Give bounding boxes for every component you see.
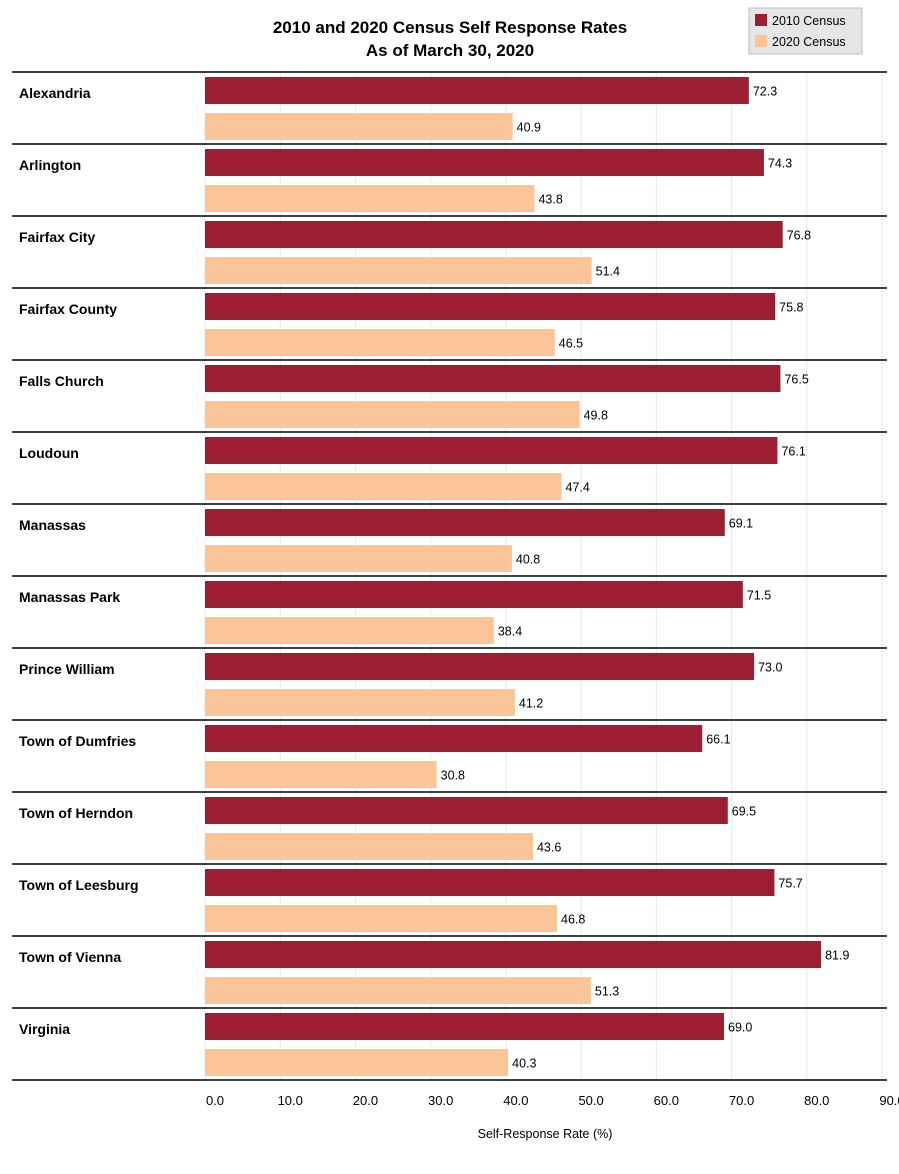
bar-2020-census-alexandria: [205, 113, 513, 140]
value-label-2020-census-virginia: 40.3: [512, 1057, 536, 1071]
category-label-prince-william: Prince William: [19, 661, 115, 677]
x-tick-label: 0.0: [206, 1093, 224, 1108]
category-label-town-of-leesburg: Town of Leesburg: [19, 877, 139, 893]
legend-box: [748, 7, 863, 55]
value-label-2020-census-town-of-vienna: 51.3: [595, 985, 619, 999]
x-axis-title: Self-Response Rate (%): [478, 1127, 613, 1141]
bar-2020-census-fairfax-county: [205, 329, 555, 356]
bar-2020-census-virginia: [205, 1049, 509, 1076]
x-tick-label: 70.0: [729, 1093, 754, 1108]
chart-title: 2010 and 2020 Census Self Response Rates: [273, 18, 627, 37]
x-tick-label: 80.0: [804, 1093, 829, 1108]
bar-2010-census-manassas: [205, 509, 725, 536]
value-label-2010-census-manassas-park: 71.5: [747, 589, 771, 603]
value-label-2010-census-town-of-vienna: 81.9: [825, 949, 849, 963]
value-label-2010-census-loudoun: 76.1: [781, 445, 805, 459]
value-label-2010-census-alexandria: 72.3: [753, 85, 777, 99]
bar-2020-census-manassas: [205, 545, 512, 572]
category-label-manassas: Manassas: [19, 517, 86, 533]
bars: 72.3 40.9 74.3 43.8 76.8 51.4 75.8 46.5 76.5 49.8…: [205, 77, 849, 1076]
category-label-virginia: Virginia: [19, 1021, 70, 1037]
bar-2010-census-manassas-park: [205, 581, 743, 608]
x-tick-label: 40.0: [503, 1093, 528, 1108]
value-label-2010-census-town-of-dumfries: 66.1: [706, 733, 730, 747]
value-label-2020-census-prince-william: 41.2: [519, 697, 543, 711]
bar-2010-census-alexandria: [205, 77, 749, 104]
value-label-2020-census-town-of-herndon: 43.6: [537, 841, 561, 855]
bar-2010-census-town-of-herndon: [205, 797, 728, 824]
bar-2020-census-fairfax-city: [205, 257, 592, 284]
bar-2020-census-town-of-dumfries: [205, 761, 437, 788]
x-tick-label: 10.0: [278, 1093, 303, 1108]
bar-2010-census-fairfax-county: [205, 293, 776, 320]
value-label-2020-census-town-of-dumfries: 30.8: [441, 769, 465, 783]
category-label-loudoun: Loudoun: [19, 445, 79, 461]
category-label-manassas-park: Manassas Park: [19, 589, 120, 605]
value-label-2010-census-prince-william: 73.0: [758, 661, 782, 675]
bar-2010-census-town-of-dumfries: [205, 725, 703, 752]
bar-2020-census-town-of-herndon: [205, 833, 533, 860]
value-label-2020-census-town-of-leesburg: 46.8: [561, 913, 585, 927]
value-label-2010-census-town-of-leesburg: 75.7: [778, 877, 802, 891]
value-label-2020-census-alexandria: 40.9: [517, 121, 541, 135]
category-label-falls-church: Falls Church: [19, 373, 104, 389]
value-label-2010-census-town-of-herndon: 69.5: [732, 805, 756, 819]
value-label-2010-census-virginia: 69.0: [728, 1021, 752, 1035]
category-labels: Alexandria Arlington Fairfax City Fairfax C…: [19, 85, 139, 1037]
x-tick-label: 30.0: [428, 1093, 453, 1108]
value-label-2020-census-loudoun: 47.4: [566, 481, 590, 495]
bar-2010-census-town-of-vienna: [205, 941, 822, 968]
row-separators: [12, 71, 887, 1081]
category-label-town-of-dumfries: Town of Dumfries: [19, 733, 136, 749]
legend: 2010 Census 2020 Census: [748, 7, 863, 55]
value-label-2010-census-arlington: 74.3: [768, 157, 792, 171]
value-label-2010-census-fairfax-county: 75.8: [779, 301, 803, 315]
value-label-2020-census-manassas-park: 38.4: [498, 625, 522, 639]
category-label-alexandria: Alexandria: [19, 85, 91, 101]
category-label-fairfax-city: Fairfax City: [19, 229, 95, 245]
bar-2010-census-virginia: [205, 1013, 725, 1040]
bar-2020-census-manassas-park: [205, 617, 494, 644]
bar-2020-census-prince-william: [205, 689, 515, 716]
value-label-2020-census-falls-church: 49.8: [584, 409, 608, 423]
bar-2010-census-fairfax-city: [205, 221, 783, 248]
chart-subtitle: As of March 30, 2020: [366, 41, 534, 60]
category-label-arlington: Arlington: [19, 157, 81, 173]
value-label-2020-census-fairfax-county: 46.5: [559, 337, 583, 351]
value-label-2020-census-arlington: 43.8: [538, 193, 562, 207]
category-label-town-of-vienna: Town of Vienna: [19, 949, 121, 965]
bar-2020-census-arlington: [205, 185, 535, 212]
bar-2020-census-loudoun: [205, 473, 562, 500]
category-label-town-of-herndon: Town of Herndon: [19, 805, 133, 821]
x-tick-label: 60.0: [654, 1093, 679, 1108]
legend-swatch-2010: [755, 14, 767, 26]
bar-2020-census-town-of-vienna: [205, 977, 591, 1004]
value-label-2010-census-fairfax-city: 76.8: [787, 229, 811, 243]
value-label-2010-census-manassas: 69.1: [729, 517, 753, 531]
value-label-2020-census-manassas: 40.8: [516, 553, 540, 567]
x-tick-label: 50.0: [578, 1093, 603, 1108]
bar-2020-census-town-of-leesburg: [205, 905, 558, 932]
x-tick-label: 20.0: [353, 1093, 378, 1108]
x-axis-ticks: 0.0 10.0 20.0 30.0 40.0 50.0 60.0 70.0 80.0 90.0: [206, 1093, 899, 1108]
bar-2010-census-prince-william: [205, 653, 755, 680]
legend-label-2010: 2010 Census: [772, 14, 846, 28]
value-label-2020-census-fairfax-city: 51.4: [596, 265, 620, 279]
bar-2010-census-town-of-leesburg: [205, 869, 775, 896]
bar-2020-census-falls-church: [205, 401, 580, 428]
x-tick-label: 90.0: [879, 1093, 899, 1108]
legend-label-2020: 2020 Census: [772, 35, 846, 49]
bar-2010-census-falls-church: [205, 365, 781, 392]
legend-swatch-2020: [755, 35, 767, 47]
category-label-fairfax-county: Fairfax County: [19, 301, 117, 317]
value-label-2010-census-falls-church: 76.5: [784, 373, 808, 387]
bar-2010-census-arlington: [205, 149, 764, 176]
bar-2010-census-loudoun: [205, 437, 778, 464]
